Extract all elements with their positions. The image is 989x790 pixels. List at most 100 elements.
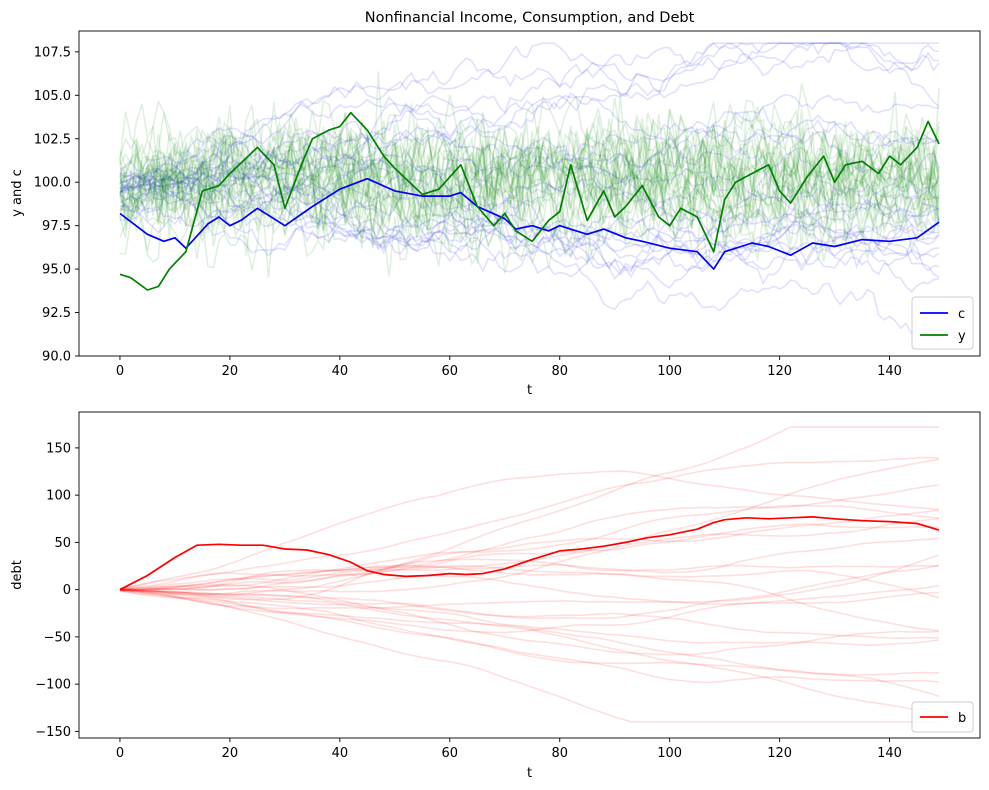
background-c-path xyxy=(119,127,939,238)
background-c-path xyxy=(119,114,940,208)
background-c-path xyxy=(119,190,940,278)
y-tick-label: 150 xyxy=(46,441,71,456)
x-tick-label: 0 xyxy=(116,746,124,761)
background-c-path xyxy=(119,198,940,281)
background-b-path xyxy=(119,517,940,595)
y-tick-label: 107.5 xyxy=(34,45,71,60)
top-background-paths xyxy=(119,42,940,343)
background-b-path xyxy=(120,583,940,656)
series-line-y xyxy=(119,111,940,291)
background-y-path xyxy=(119,120,940,224)
background-b-path xyxy=(119,509,940,596)
bottom-y-ticks: −150 −100 −50 0 50 100 150 xyxy=(35,441,79,740)
background-c-path xyxy=(119,42,940,174)
background-y-path xyxy=(119,94,940,261)
bottom-background-paths xyxy=(119,426,940,723)
x-tick-label: 140 xyxy=(877,746,902,761)
x-tick-label: 20 xyxy=(222,746,239,761)
bottom-x-axis-label: t xyxy=(527,766,532,781)
top-panel: Nonfinancial Income, Consumption, and De… xyxy=(10,10,981,398)
background-y-path xyxy=(119,123,940,238)
background-b-path xyxy=(119,588,940,684)
x-tick-label: 0 xyxy=(116,364,124,379)
background-b-path xyxy=(120,575,940,605)
background-c-path xyxy=(119,169,940,273)
background-b-path xyxy=(119,564,940,632)
x-tick-label: 120 xyxy=(767,364,792,379)
background-b-path xyxy=(119,504,940,591)
top-y-ticks: 90.0 92.5 95.0 97.5 100.0 102.5 105.0 107.5 xyxy=(34,45,79,365)
background-b-path xyxy=(119,554,940,610)
background-b-path xyxy=(119,426,939,601)
background-b-path xyxy=(119,589,939,676)
top-legend-label-y: y xyxy=(958,329,966,344)
background-y-path xyxy=(119,154,940,264)
background-c-path xyxy=(119,42,940,212)
x-tick-label: 140 xyxy=(877,364,902,379)
background-y-path xyxy=(119,139,940,258)
y-tick-label: 100.0 xyxy=(34,176,71,191)
background-c-path xyxy=(119,42,939,194)
background-b-path xyxy=(119,523,940,591)
background-y-path xyxy=(119,110,940,234)
background-y-path xyxy=(119,111,940,255)
x-tick-label: 40 xyxy=(332,364,349,379)
y-tick-label: 95.0 xyxy=(42,263,71,278)
x-tick-label: 60 xyxy=(442,746,459,761)
y-tick-label: −150 xyxy=(35,725,71,740)
x-tick-label: 80 xyxy=(551,364,568,379)
background-y-path xyxy=(119,140,940,269)
background-y-path xyxy=(119,94,940,214)
background-b-path xyxy=(119,564,940,620)
x-tick-label: 100 xyxy=(657,746,682,761)
background-b-path xyxy=(119,470,940,590)
y-tick-label: 90.0 xyxy=(42,350,71,365)
background-c-path xyxy=(119,42,940,193)
background-c-path xyxy=(119,162,940,257)
bottom-y-axis-label: debt xyxy=(10,560,25,590)
x-tick-label: 80 xyxy=(551,746,568,761)
y-tick-label: 92.5 xyxy=(42,306,71,321)
top-y-axis-label: y and c xyxy=(10,169,25,217)
bottom-x-ticks: 0 20 40 60 80 100 120 140 xyxy=(116,738,902,761)
background-c-path xyxy=(119,118,940,201)
background-c-path xyxy=(119,172,940,343)
top-chart-title: Nonfinancial Income, Consumption, and De… xyxy=(365,10,695,26)
y-tick-label: 100 xyxy=(46,489,71,504)
x-tick-label: 40 xyxy=(332,746,349,761)
bottom-panel: 0 20 40 60 80 100 120 140 −150−100−50050100150 … xyxy=(10,411,981,781)
background-c-path xyxy=(119,42,940,188)
series-line-c xyxy=(119,177,940,270)
background-c-path xyxy=(119,147,940,222)
top-legend-box xyxy=(911,296,974,350)
x-tick-label: 100 xyxy=(657,364,682,379)
background-b-path xyxy=(119,537,940,590)
background-y-path xyxy=(119,142,940,274)
background-y-path xyxy=(119,83,940,213)
background-y-path xyxy=(119,111,940,250)
bottom-axes-frame xyxy=(78,411,981,739)
y-tick-label: 0 xyxy=(63,583,71,598)
y-tick-label: 50 xyxy=(54,536,71,551)
background-c-path xyxy=(119,177,940,278)
background-b-path xyxy=(119,588,940,697)
bottom-series-lines xyxy=(119,516,940,591)
background-c-path xyxy=(119,93,940,190)
background-y-path xyxy=(119,100,940,262)
top-legend-label-c: c xyxy=(958,307,965,322)
background-y-path xyxy=(119,153,940,278)
y-tick-label: 102.5 xyxy=(34,132,71,147)
y-tick-label: 97.5 xyxy=(42,219,71,234)
background-y-path xyxy=(119,151,940,243)
x-tick-label: 60 xyxy=(442,364,459,379)
background-y-path xyxy=(119,138,940,252)
y-tick-label: −100 xyxy=(35,678,71,693)
background-c-path xyxy=(120,140,940,289)
background-y-path xyxy=(119,109,940,231)
bottom-legend: b xyxy=(911,701,974,733)
background-b-path xyxy=(119,456,939,590)
background-y-path xyxy=(119,127,940,249)
background-c-path xyxy=(119,156,940,261)
background-y-path xyxy=(119,111,940,247)
